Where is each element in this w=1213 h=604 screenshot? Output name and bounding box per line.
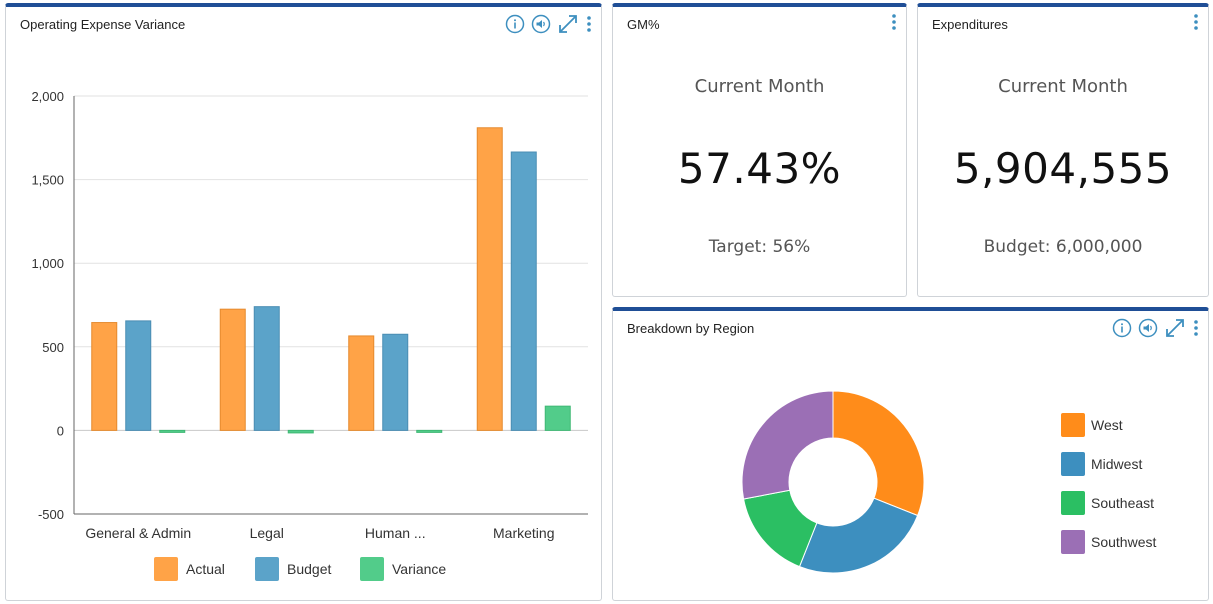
bar-variance[interactable]: [287, 429, 314, 434]
x-tick-label: Human ...: [365, 525, 426, 541]
expenditures-tools: [1192, 13, 1200, 31]
gm-card: GM% Current Month 57.43% Target: 56%: [612, 3, 907, 297]
legend-swatch-west: [1061, 413, 1085, 437]
legend-label-budget: Budget: [287, 561, 332, 577]
speaker-icon[interactable]: [531, 14, 551, 34]
legend-swatch-midwest: [1061, 452, 1085, 476]
gm-target: Target: 56%: [708, 237, 811, 257]
legend-label-southwest: Southwest: [1091, 534, 1157, 550]
legend-actual[interactable]: Actual: [154, 557, 225, 581]
x-tick-label: Marketing: [493, 525, 554, 541]
bar-budget[interactable]: [125, 320, 152, 431]
y-tick-label: 0: [57, 423, 64, 438]
y-tick-label: 1,000: [31, 256, 64, 271]
bar-variance[interactable]: [416, 429, 443, 433]
gm-tools: [890, 13, 898, 31]
legend-swatch-southeast: [1061, 491, 1085, 515]
gm-value: 57.43%: [677, 144, 842, 193]
region-tools: [1112, 317, 1200, 339]
info-icon[interactable]: [1112, 318, 1132, 338]
legend-midwest[interactable]: Midwest: [1061, 452, 1142, 476]
legend-label-west: West: [1091, 417, 1123, 433]
y-tick-label: -500: [38, 507, 64, 522]
bar-actual[interactable]: [91, 322, 118, 431]
expenditures-title: Expenditures: [932, 17, 1008, 32]
bar-actual[interactable]: [476, 127, 503, 431]
region-card: Breakdown by Region West Midwest Southea…: [612, 307, 1209, 601]
y-tick-label: 500: [42, 340, 64, 355]
bar-variance[interactable]: [544, 405, 571, 431]
more-options-icon[interactable]: [585, 15, 593, 33]
legend-swatch-budget: [255, 557, 279, 581]
expand-icon[interactable]: [1164, 317, 1186, 339]
bar-budget[interactable]: [382, 333, 409, 431]
expenditures-subtitle: Current Month: [998, 76, 1128, 97]
bar-actual[interactable]: [348, 335, 375, 431]
legend-label-actual: Actual: [186, 561, 225, 577]
gm-title: GM%: [627, 17, 660, 32]
more-options-icon[interactable]: [1192, 13, 1200, 31]
expenditures-budget: Budget: 6,000,000: [983, 237, 1143, 257]
legend-southeast[interactable]: Southeast: [1061, 491, 1154, 515]
legend-west[interactable]: West: [1061, 413, 1123, 437]
more-options-icon[interactable]: [1192, 319, 1200, 337]
more-options-icon[interactable]: [890, 13, 898, 31]
legend-label-variance: Variance: [392, 561, 447, 577]
opex-card: Operating Expense Variance -500 0 500 1,000…: [5, 3, 602, 601]
expenditures-card: Expenditures Current Month 5,904,555 Bud…: [917, 3, 1209, 297]
opex-bar-chart: -500 0 500 1,000 1,500 2,000 General & Admin Le…: [31, 89, 588, 541]
y-tick-label: 2,000: [31, 89, 64, 104]
legend-swatch-actual: [154, 557, 178, 581]
legend-budget[interactable]: Budget: [255, 557, 331, 581]
region-donut-chart: [741, 390, 925, 574]
region-title: Breakdown by Region: [627, 321, 755, 336]
legend-swatch-variance: [360, 557, 384, 581]
info-icon[interactable]: [505, 14, 525, 34]
legend-southwest[interactable]: Southwest: [1061, 530, 1156, 554]
bar-variance[interactable]: [159, 429, 186, 433]
legend-label-southeast: Southeast: [1091, 495, 1155, 511]
bar-budget[interactable]: [510, 151, 537, 431]
expenditures-value: 5,904,555: [953, 144, 1173, 193]
speaker-icon[interactable]: [1138, 318, 1158, 338]
legend-label-midwest: Midwest: [1091, 456, 1143, 472]
donut-slice-west[interactable]: [832, 390, 925, 517]
x-tick-label: General & Admin: [85, 525, 191, 541]
x-tick-label: Legal: [250, 525, 284, 541]
legend-variance[interactable]: Variance: [360, 557, 446, 581]
gm-subtitle: Current Month: [694, 76, 825, 97]
donut-slice-midwest[interactable]: [798, 497, 919, 574]
legend-swatch-southwest: [1061, 530, 1085, 554]
y-tick-label: 1,500: [31, 173, 64, 188]
bar-actual[interactable]: [219, 308, 246, 431]
expand-icon[interactable]: [557, 13, 579, 35]
bar-budget[interactable]: [253, 306, 280, 431]
donut-slice-southwest[interactable]: [741, 390, 834, 500]
opex-tools: [505, 13, 593, 35]
opex-title: Operating Expense Variance: [20, 17, 186, 32]
